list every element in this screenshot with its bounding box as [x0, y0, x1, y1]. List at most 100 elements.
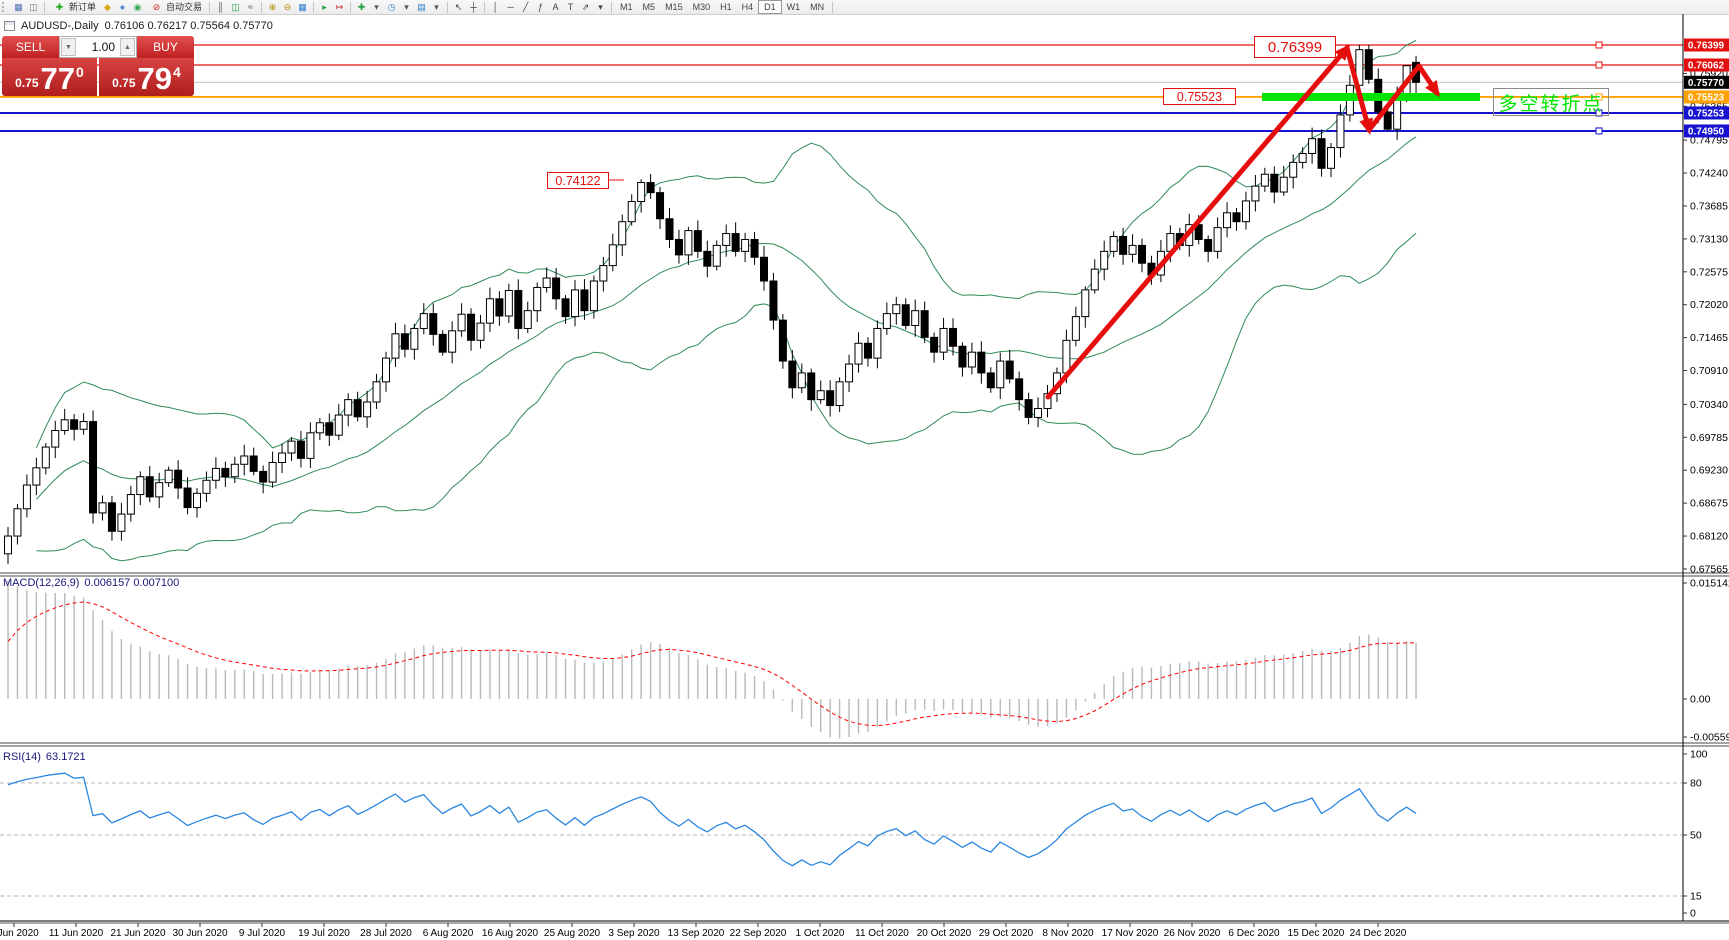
chart-window-icon[interactable]: ▦ — [14, 2, 23, 12]
date-label[interactable]: 6 Aug 2020 — [423, 928, 474, 939]
price-badge — [1684, 38, 1729, 52]
timeframe-h4[interactable]: H4 — [741, 2, 754, 12]
candle-body — [429, 313, 438, 335]
sell-price-sup: 0 — [76, 64, 84, 80]
date-label[interactable]: 11 Jun 2020 — [49, 928, 104, 939]
trend-arrow[interactable] — [1366, 63, 1422, 133]
date-label[interactable]: 25 Aug 2020 — [544, 928, 601, 939]
volume-input[interactable]: 1.00 — [91, 40, 115, 54]
date-label[interactable]: 29 Oct 2020 — [979, 928, 1034, 939]
indicators-dropdown-icon[interactable]: ▾ — [374, 2, 379, 12]
text-icon[interactable]: A — [552, 2, 559, 12]
vline-icon[interactable]: │ — [492, 2, 499, 12]
price-badge — [1684, 75, 1729, 89]
new-order-button[interactable]: ✚ 新订单 — [48, 1, 100, 13]
timeframe-mn[interactable]: MN — [810, 2, 825, 12]
fibonacci-icon[interactable]: ƒ — [538, 2, 544, 12]
date-label[interactable]: 28 Jul 2020 — [360, 928, 412, 939]
tile-windows-icon[interactable]: ▦ — [298, 2, 307, 12]
candles-layer — [4, 45, 1421, 565]
crosshair-icon[interactable]: ┼ — [470, 2, 477, 12]
candlestick-chart-icon[interactable]: ◫ — [231, 2, 240, 12]
line-handle[interactable] — [1595, 127, 1603, 135]
shapes-dropdown-icon[interactable]: ▾ — [598, 2, 603, 12]
sell-price[interactable]: 0.75 77 0 — [2, 58, 97, 96]
timeframe-d1[interactable]: D1 — [758, 0, 782, 14]
trend-arrow[interactable] — [1344, 45, 1373, 135]
trend-arrow[interactable] — [1416, 63, 1440, 98]
price-badge-label: 0.75523 — [1688, 92, 1725, 103]
candle-body — [854, 342, 863, 365]
candle-body — [136, 476, 145, 496]
date-label[interactable]: 21 Jun 2020 — [110, 928, 165, 939]
date-label[interactable]: 24 Dec 2020 — [1350, 928, 1407, 939]
candle-body — [476, 322, 485, 341]
trade-gold-icon[interactable]: ◆ — [104, 2, 111, 12]
line-chart-icon[interactable]: ≈ — [248, 2, 253, 12]
buy-price-sup: 4 — [173, 64, 181, 80]
zoom-in-icon[interactable]: ⊕ — [268, 2, 277, 12]
community-icon[interactable]: ● — [119, 2, 126, 12]
support-zone-band[interactable] — [1262, 92, 1480, 101]
date-label[interactable]: 1 Oct 2020 — [796, 928, 845, 939]
date-label[interactable]: 11 Oct 2020 — [855, 928, 909, 939]
date-label[interactable]: 13 Sep 2020 — [668, 928, 725, 939]
date-label[interactable]: 3 Sep 2020 — [608, 928, 660, 939]
shapes-icon[interactable]: ⇗ — [581, 2, 590, 12]
price-annotation-box[interactable]: 0.76399 — [1254, 36, 1336, 58]
signal-icon[interactable]: ◉ — [133, 2, 142, 12]
line-handle[interactable] — [1595, 61, 1603, 69]
chart-shift-icon[interactable]: ↦ — [335, 2, 344, 12]
auto-trading-button[interactable]: ⊘ 自动交易 — [145, 1, 206, 13]
date-label[interactable]: 6 Dec 2020 — [1228, 928, 1280, 939]
pivot-zone-label[interactable]: 多空转折点 — [1493, 88, 1609, 116]
volume-increase-button[interactable]: ▲ — [120, 38, 135, 56]
line-handle[interactable] — [1595, 41, 1603, 49]
date-label[interactable]: 16 Aug 2020 — [482, 928, 539, 939]
indicators-icon[interactable]: ✚ — [357, 2, 366, 12]
date-label[interactable]: 26 Nov 2020 — [1164, 928, 1221, 939]
date-label[interactable]: 15 Dec 2020 — [1288, 928, 1345, 939]
volume-decrease-button[interactable]: ▼ — [61, 38, 76, 56]
timeframe-m1[interactable]: M1 — [620, 2, 633, 12]
buy-button[interactable]: BUY — [137, 36, 194, 58]
template-dropdown-icon[interactable]: ▾ — [434, 2, 439, 12]
date-label[interactable]: 1 Jun 2020 — [0, 928, 39, 939]
sell-button[interactable]: SELL — [2, 36, 59, 58]
timeframe-m15[interactable]: M15 — [665, 2, 683, 12]
trendline-icon[interactable]: ╱ — [522, 2, 529, 12]
macd-indicator-label: MACD(12,26,9) 0.006157 0.007100 — [3, 577, 184, 589]
date-label[interactable]: 19 Jul 2020 — [298, 928, 350, 939]
candle-body — [60, 419, 69, 431]
line-handle[interactable] — [1595, 93, 1603, 101]
zoom-out-icon[interactable]: ⊖ — [283, 2, 292, 12]
market-watch-icon[interactable]: ◫ — [29, 2, 38, 12]
template-icon[interactable]: ▤ — [417, 2, 426, 12]
cursor-icon[interactable]: ↖ — [454, 2, 463, 12]
date-label[interactable]: 30 Jun 2020 — [172, 928, 227, 939]
period-dropdown-icon[interactable]: ▾ — [404, 2, 409, 12]
candle-body — [542, 277, 551, 289]
timeframe-m5[interactable]: M5 — [642, 2, 656, 12]
period-clock-icon[interactable]: ◷ — [387, 2, 396, 12]
auto-scroll-icon[interactable]: ▸ — [322, 2, 327, 12]
date-label[interactable]: 9 Jul 2020 — [239, 928, 286, 939]
price-annotation-box[interactable]: 0.74122 — [547, 172, 609, 189]
label-icon[interactable]: T — [567, 2, 574, 12]
timeframe-h1[interactable]: H1 — [720, 2, 732, 12]
date-label[interactable]: 22 Sep 2020 — [730, 928, 787, 939]
candle-body — [703, 250, 712, 267]
hline-icon[interactable]: ─ — [507, 2, 514, 12]
date-label[interactable]: 8 Nov 2020 — [1042, 928, 1094, 939]
date-label[interactable]: 20 Oct 2020 — [917, 928, 972, 939]
date-label[interactable]: 17 Nov 2020 — [1102, 928, 1159, 939]
buy-price[interactable]: 0.75 79 4 — [99, 58, 194, 96]
timeframe-w1[interactable]: W1 — [786, 2, 801, 12]
timeframe-m30[interactable]: M30 — [692, 2, 711, 12]
bar-chart-icon[interactable]: ║ — [217, 2, 224, 12]
candle-body — [1024, 399, 1033, 418]
trend-arrow[interactable] — [1045, 44, 1351, 400]
price-annotation-box[interactable]: 0.75523 — [1163, 88, 1236, 105]
chart-canvas[interactable]: 0.759200.753650.747950.742400.736850.731… — [0, 14, 1729, 940]
candle-body — [627, 201, 636, 223]
